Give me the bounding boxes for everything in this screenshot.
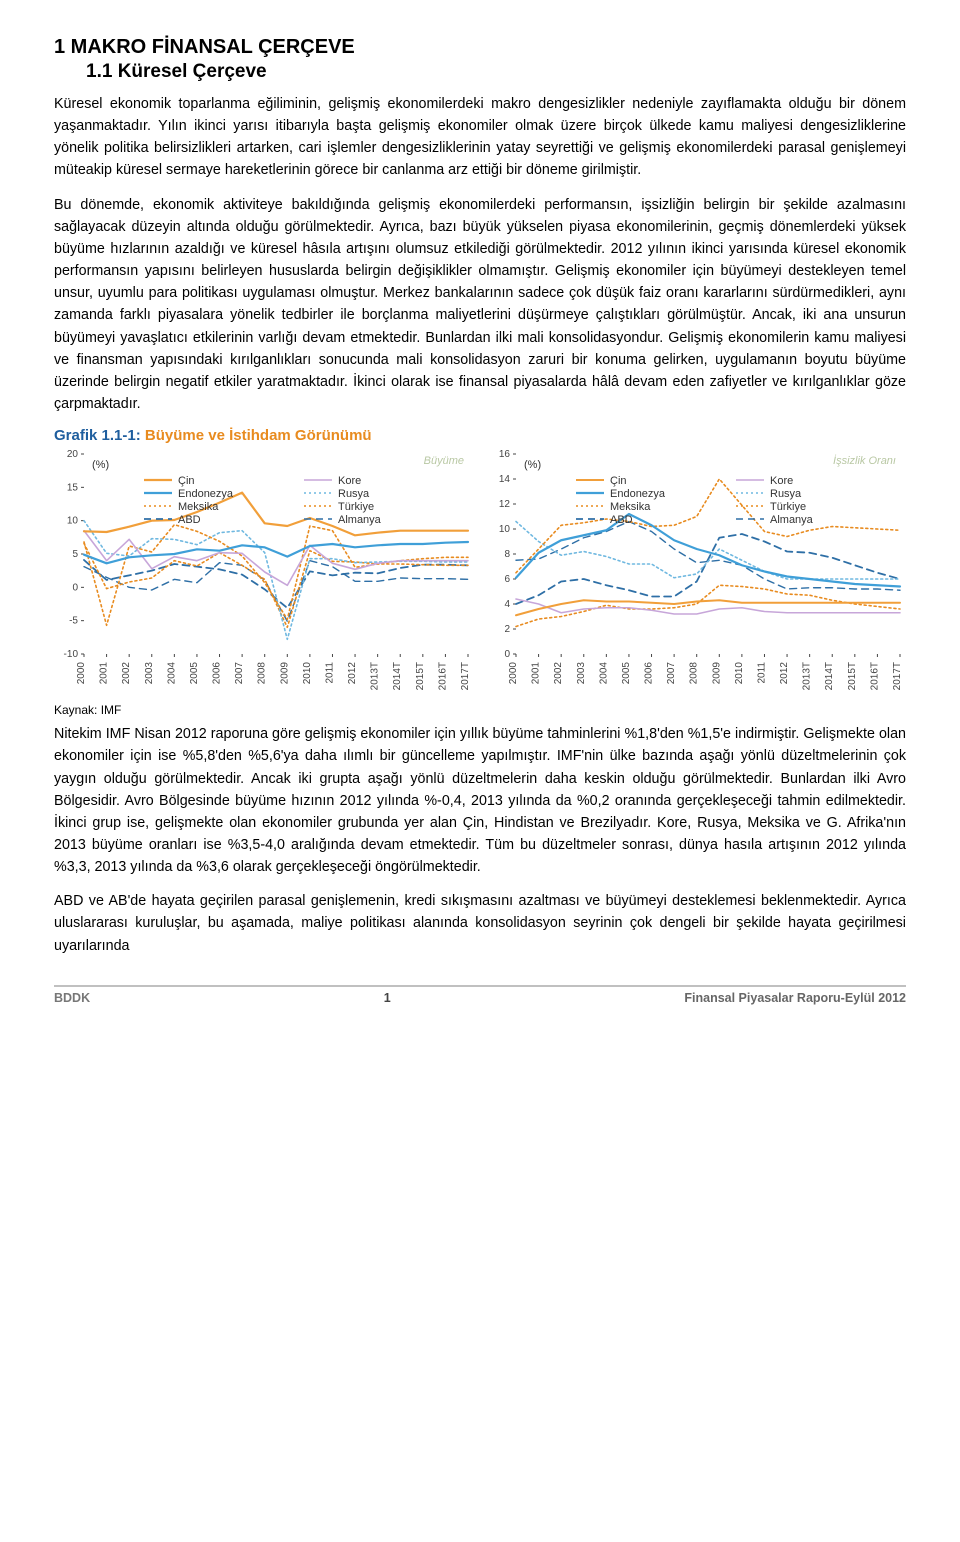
svg-text:2000: 2000 bbox=[508, 662, 519, 685]
svg-text:6: 6 bbox=[504, 574, 510, 585]
svg-text:Meksika: Meksika bbox=[610, 501, 651, 513]
page-root: 1 MAKRO FİNANSAL ÇERÇEVE 1.1 Küresel Çer… bbox=[0, 0, 960, 1023]
svg-text:20: 20 bbox=[67, 449, 79, 460]
svg-text:2015T: 2015T bbox=[847, 662, 858, 690]
svg-text:2013T: 2013T bbox=[802, 662, 813, 690]
svg-text:2014T: 2014T bbox=[824, 662, 835, 690]
svg-text:2008: 2008 bbox=[257, 662, 268, 685]
svg-text:2003: 2003 bbox=[144, 662, 155, 685]
svg-text:2010: 2010 bbox=[734, 662, 745, 685]
svg-text:Çin: Çin bbox=[178, 475, 195, 487]
svg-text:Almanya: Almanya bbox=[338, 514, 382, 526]
svg-text:2011: 2011 bbox=[324, 662, 335, 684]
svg-text:2011: 2011 bbox=[756, 662, 767, 684]
svg-text:2017T: 2017T bbox=[460, 662, 471, 690]
paragraph-1: Küresel ekonomik toparlanma eğiliminin, … bbox=[54, 93, 906, 182]
footer-page-num: 1 bbox=[90, 991, 684, 1005]
svg-text:Endonezya: Endonezya bbox=[178, 488, 234, 500]
footer-left: BDDK bbox=[54, 991, 90, 1005]
svg-text:2013T: 2013T bbox=[370, 662, 381, 690]
svg-text:14: 14 bbox=[499, 474, 511, 485]
svg-text:2006: 2006 bbox=[644, 662, 655, 685]
page-footer: BDDK 1 Finansal Piyasalar Raporu-Eylül 2… bbox=[54, 985, 906, 1005]
svg-text:2002: 2002 bbox=[121, 662, 132, 685]
svg-text:2012: 2012 bbox=[779, 662, 790, 685]
svg-text:2010: 2010 bbox=[302, 662, 313, 685]
growth-chart: -10 -5 0 5 10 15 20 2000 2001 2002 2003 2004 2005 200… bbox=[54, 446, 474, 701]
svg-text:2017T: 2017T bbox=[892, 662, 903, 690]
chart-source: Kaynak: IMF bbox=[54, 703, 906, 717]
svg-text:2008: 2008 bbox=[689, 662, 700, 685]
svg-text:4: 4 bbox=[504, 599, 510, 610]
svg-text:Rusya: Rusya bbox=[338, 488, 370, 500]
svg-text:0: 0 bbox=[504, 649, 510, 660]
paragraph-3: Nitekim IMF Nisan 2012 raporuna göre gel… bbox=[54, 723, 906, 878]
svg-text:2005: 2005 bbox=[189, 662, 200, 685]
svg-text:Türkiye: Türkiye bbox=[338, 501, 374, 513]
svg-text:2016T: 2016T bbox=[869, 662, 880, 690]
svg-text:2004: 2004 bbox=[598, 662, 609, 685]
chart-heading-title: Büyüme ve İstihdam Görünümü bbox=[141, 427, 372, 444]
svg-text:Rusya: Rusya bbox=[770, 488, 802, 500]
svg-text:12: 12 bbox=[499, 499, 511, 510]
svg-text:ABD: ABD bbox=[178, 514, 201, 526]
svg-text:Kore: Kore bbox=[770, 475, 793, 487]
svg-text:5: 5 bbox=[72, 549, 78, 560]
svg-text:2000: 2000 bbox=[76, 662, 87, 685]
charts-row: -10-505101520200020012002200320042005200… bbox=[54, 446, 906, 701]
svg-text:16: 16 bbox=[499, 449, 511, 460]
svg-text:2007: 2007 bbox=[666, 662, 677, 685]
svg-text:2001: 2001 bbox=[531, 662, 542, 685]
svg-text:10: 10 bbox=[499, 524, 511, 535]
svg-text:2016T: 2016T bbox=[437, 662, 448, 690]
svg-text:2005: 2005 bbox=[621, 662, 632, 685]
svg-text:-5: -5 bbox=[69, 616, 78, 627]
svg-text:2004: 2004 bbox=[166, 662, 177, 685]
svg-text:15: 15 bbox=[67, 483, 79, 494]
footer-right: Finansal Piyasalar Raporu-Eylül 2012 bbox=[684, 991, 906, 1005]
svg-text:8: 8 bbox=[504, 549, 510, 560]
svg-text:İşsizlik Oranı: İşsizlik Oranı bbox=[833, 455, 896, 467]
svg-text:2009: 2009 bbox=[711, 662, 722, 685]
svg-text:2015T: 2015T bbox=[415, 662, 426, 690]
svg-text:Endonezya: Endonezya bbox=[610, 488, 666, 500]
svg-text:2001: 2001 bbox=[99, 662, 110, 685]
svg-text:Meksika: Meksika bbox=[178, 501, 219, 513]
svg-text:2002: 2002 bbox=[553, 662, 564, 685]
svg-text:10: 10 bbox=[67, 516, 79, 527]
svg-text:0: 0 bbox=[72, 583, 78, 594]
svg-text:2: 2 bbox=[504, 624, 510, 635]
svg-text:ABD: ABD bbox=[610, 514, 633, 526]
svg-text:Büyüme: Büyüme bbox=[424, 455, 464, 467]
svg-text:Kore: Kore bbox=[338, 475, 361, 487]
svg-text:-10: -10 bbox=[64, 649, 79, 660]
svg-text:Türkiye: Türkiye bbox=[770, 501, 806, 513]
svg-text:Çin: Çin bbox=[610, 475, 627, 487]
heading-2: 1.1 Küresel Çerçeve bbox=[86, 61, 906, 83]
svg-text:2007: 2007 bbox=[234, 662, 245, 685]
chart-heading: Grafik 1.1-1: Büyüme ve İstihdam Görünüm… bbox=[54, 427, 906, 444]
paragraph-4: ABD ve AB'de hayata geçirilen parasal ge… bbox=[54, 890, 906, 956]
svg-text:(%): (%) bbox=[92, 459, 109, 471]
svg-text:2009: 2009 bbox=[279, 662, 290, 685]
svg-text:Almanya: Almanya bbox=[770, 514, 814, 526]
chart-heading-prefix: Grafik 1.1-1: bbox=[54, 427, 141, 444]
svg-text:(%): (%) bbox=[524, 459, 541, 471]
heading-1: 1 MAKRO FİNANSAL ÇERÇEVE bbox=[54, 36, 906, 59]
unemployment-chart: 0 2 4 6 8 10 12 14 16 2000 2001 2002 2003 2004 2005 200… bbox=[486, 446, 906, 701]
svg-text:2014T: 2014T bbox=[392, 662, 403, 690]
paragraph-2: Bu dönemde, ekonomik aktiviteye bakıldığ… bbox=[54, 194, 906, 416]
svg-text:2006: 2006 bbox=[212, 662, 223, 685]
svg-text:2012: 2012 bbox=[347, 662, 358, 685]
svg-text:2003: 2003 bbox=[576, 662, 587, 685]
